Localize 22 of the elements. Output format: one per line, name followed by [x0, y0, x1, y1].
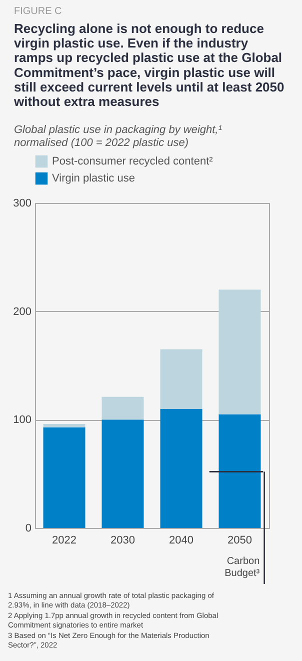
bar: [102, 420, 144, 528]
bar: [160, 349, 202, 409]
y-tick-label: 300: [13, 198, 32, 210]
bar: [43, 427, 86, 528]
chart-title: Recycling alone is not enough to reduce virgin plastic use. Even if the industry ramps up recycled plastic use at the Global Commitment’s pace, virgin plastic use will still exceed current levels until at least 2050 without extra measures: [13, 21, 284, 109]
x-tick-label: 2040: [169, 534, 194, 546]
bar: [218, 290, 261, 414]
x-tick-label: 2030: [110, 534, 135, 546]
bar: [160, 408, 202, 528]
text: FIGURE C: [14, 6, 62, 17]
x-tick-label: 2050: [228, 534, 252, 546]
y-tick-label: 0: [25, 522, 32, 534]
chart-subtitle: Global plastic use in packaging by weight,¹ normalised (100 = 2022 plastic use): [14, 124, 222, 149]
legend-label: Virgin plastic use: [52, 172, 135, 184]
x-tick-label: 2022: [52, 534, 76, 546]
bar: [218, 414, 261, 528]
y-tick-label: 100: [13, 414, 32, 426]
legend-label: Post-consumer recycled content²: [52, 156, 214, 168]
ref-line-label: Carbon Budget³: [224, 556, 260, 579]
y-tick-label: 200: [13, 306, 32, 318]
bar: [43, 424, 86, 428]
bar: [102, 396, 144, 420]
